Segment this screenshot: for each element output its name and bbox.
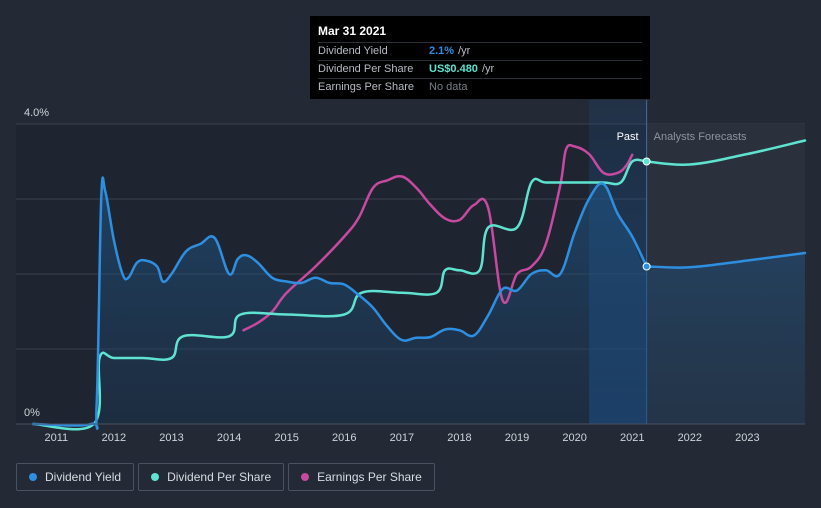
x-tick-label: 2013 <box>159 432 183 444</box>
legend-label: Dividend Yield <box>45 470 122 484</box>
legend-dot-icon <box>151 473 160 481</box>
tooltip-row-dividend-yield: Dividend Yield 2.1% /yr <box>318 42 642 60</box>
dividend-yield-line <box>32 176 648 430</box>
tooltip-label: Dividend Per Share <box>318 63 414 75</box>
earnings-per-share-line <box>242 143 634 332</box>
x-tick-label: 2014 <box>217 432 241 444</box>
y-axis-top-label: 4.0% <box>24 107 49 119</box>
x-tick-label: 2022 <box>678 432 702 444</box>
x-tick-label: 2021 <box>620 432 644 444</box>
x-tick-label: 2015 <box>274 432 298 444</box>
x-tick-label: 2020 <box>562 432 586 444</box>
x-tick-label: 2012 <box>102 432 126 444</box>
legend: Dividend Yield Dividend Per Share Earnin… <box>16 463 435 491</box>
tooltip-row-earnings-per-share: Earnings Per Share No data <box>318 78 642 96</box>
x-tick-label: 2019 <box>505 432 529 444</box>
y-axis-bottom-label: 0% <box>24 407 40 419</box>
legend-label: Earnings Per Share <box>317 470 422 484</box>
dividend-per-share-forecast-line <box>645 139 807 167</box>
x-tick-label: 2017 <box>390 432 414 444</box>
tooltip-value: US$0.480 <box>429 63 478 75</box>
tooltip-date: Mar 31 2021 <box>318 24 387 38</box>
tooltip: Mar 31 2021 Dividend Yield 2.1% /yr Divi… <box>310 16 650 99</box>
tooltip-label: Earnings Per Share <box>318 81 414 93</box>
tooltip-unit: /yr <box>458 45 471 57</box>
tooltip-row-dividend-per-share: Dividend Per Share US$0.480 /yr <box>318 60 642 78</box>
legend-dot-icon <box>301 473 310 481</box>
series-lines <box>32 139 807 431</box>
tooltip-nodata: No data <box>429 81 468 93</box>
tooltip-unit: /yr <box>481 63 495 75</box>
dividend-yield-area <box>33 177 806 429</box>
dividend-per-share-line <box>32 158 648 431</box>
x-tick-label: 2018 <box>447 432 471 444</box>
legend-item-dividend-yield[interactable]: Dividend Yield <box>16 463 135 491</box>
dividend-per-share-marker <box>642 157 651 166</box>
forecast-label: Analysts Forecasts <box>654 131 747 143</box>
legend-dot-icon <box>29 473 37 481</box>
x-axis-ticks: 2011 2012 2013 2014 2015 2016 2017 2018 2019 2020… <box>44 432 759 444</box>
past-label: Past <box>617 131 639 143</box>
tooltip-value: 2.1% <box>429 45 455 57</box>
dividend-yield-marker <box>642 262 651 271</box>
legend-item-earnings-per-share[interactable]: Earnings Per Share <box>288 463 435 491</box>
tooltip-label: Dividend Yield <box>318 45 388 57</box>
x-tick-label: 2016 <box>332 432 356 444</box>
legend-label: Dividend Per Share <box>167 470 272 484</box>
legend-item-dividend-per-share[interactable]: Dividend Per Share <box>138 463 285 491</box>
x-tick-label: 2011 <box>44 432 68 444</box>
dividend-yield-forecast-line <box>645 251 807 269</box>
x-tick-label: 2023 <box>735 432 759 444</box>
